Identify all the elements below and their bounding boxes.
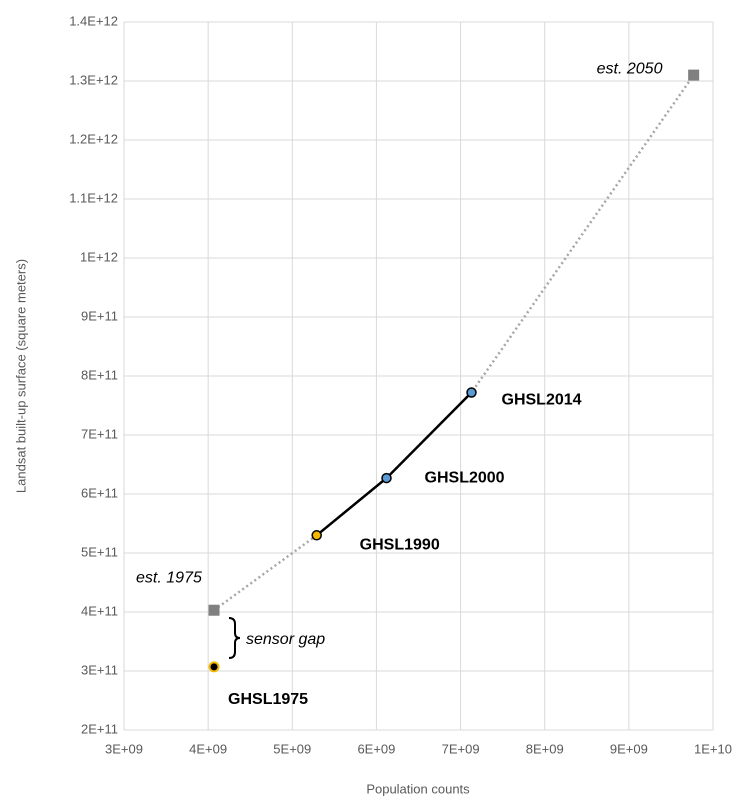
point-label: est. 2050 — [597, 60, 663, 77]
observed-point — [466, 387, 477, 398]
y-tick-label: 8E+11 — [81, 367, 118, 382]
x-axis-label: Population counts — [366, 781, 470, 796]
x-tick-label: 5E+09 — [273, 741, 311, 756]
point-label: GHSL2014 — [502, 392, 582, 409]
y-tick-label: 5E+11 — [81, 544, 118, 559]
x-tick-label: 3E+09 — [105, 741, 143, 756]
x-tick-label: 4E+09 — [189, 741, 227, 756]
point-label: GHSL1975 — [228, 691, 308, 708]
y-tick-label: 1.3E+12 — [69, 72, 118, 87]
estimate-point — [688, 69, 700, 81]
y-tick-label: 1.2E+12 — [69, 131, 118, 146]
y-tick-label: 1.4E+12 — [69, 13, 118, 28]
y-tick-label: 2E+11 — [81, 721, 118, 736]
y-axis-label: Landsat built-up surface (square meters) — [13, 259, 28, 493]
y-tick-label: 7E+11 — [81, 426, 118, 441]
y-tick-label: 1E+12 — [80, 249, 118, 264]
x-tick-label: 7E+09 — [442, 741, 480, 756]
x-tick-label: 1E+10 — [694, 741, 732, 756]
y-tick-label: 1.1E+12 — [69, 190, 118, 205]
observed-point — [208, 661, 220, 673]
trend-line — [213, 74, 695, 612]
x-tick-label: 8E+09 — [526, 741, 564, 756]
y-tick-label: 9E+11 — [81, 308, 118, 323]
annotation: sensor gap — [246, 631, 325, 648]
observed-point — [311, 530, 322, 541]
sensor-gap-brace — [228, 617, 241, 659]
point-label: GHSL1990 — [360, 537, 440, 554]
x-tick-label: 9E+09 — [610, 741, 648, 756]
observed-point — [381, 472, 392, 484]
x-tick-label: 6E+09 — [357, 741, 395, 756]
y-tick-label: 6E+11 — [81, 485, 118, 500]
fit-line — [315, 391, 473, 537]
point-label: GHSL2000 — [425, 469, 505, 486]
y-tick-label: 3E+11 — [81, 662, 118, 677]
estimate-point — [208, 604, 220, 616]
y-tick-label: 4E+11 — [81, 603, 118, 618]
point-label: est. 1975 — [136, 569, 202, 586]
grid — [123, 21, 714, 731]
